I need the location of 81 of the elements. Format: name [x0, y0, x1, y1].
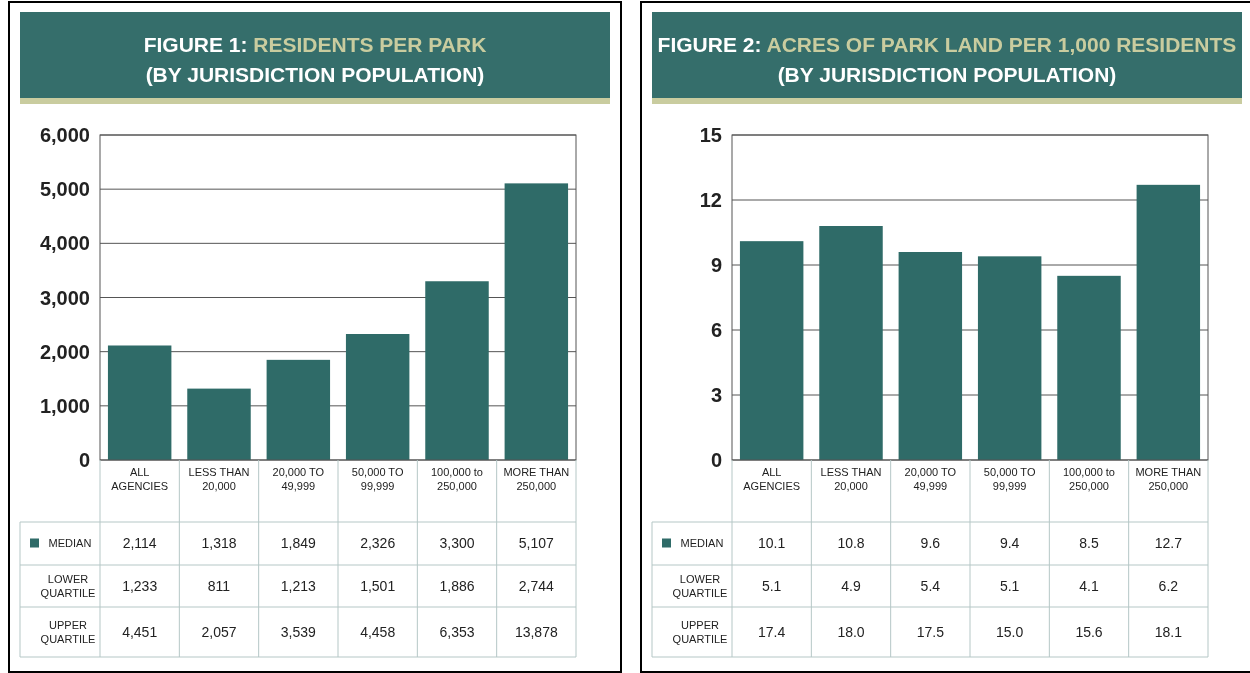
- x-tick-label: 50,000 TO 99,999: [983, 466, 1036, 492]
- text: 3,539: [280, 623, 317, 640]
- x-tick-label: 20,000 TO 49,999: [272, 466, 325, 492]
- data-label: 3,300: [439, 535, 475, 552]
- bar: [504, 183, 569, 460]
- text: 2,057: [201, 623, 237, 640]
- y-tick-label: 5,000: [39, 178, 90, 201]
- text: 1,233: [122, 577, 158, 594]
- text: UPPER QUARTILE: [672, 618, 728, 645]
- bar: [187, 388, 251, 460]
- data-label: 10.1: [758, 535, 786, 552]
- bar: [977, 256, 1042, 460]
- y-tick-label: 9: [710, 254, 722, 276]
- x-tick-label: ALL AGENCIES: [743, 466, 801, 492]
- bar: [739, 241, 804, 460]
- bar: [345, 334, 410, 460]
- x-tick-label: MORE THAN 250,000: [503, 466, 570, 492]
- x-tick-label: 50,000 TO 99,999: [351, 466, 404, 492]
- text: 5.1: [999, 577, 1020, 594]
- text: 15.6: [1075, 623, 1103, 640]
- text: 13,878: [514, 623, 558, 640]
- x-tick-label: LESS THAN 20,000: [820, 466, 882, 492]
- x-tick-label: LESS THAN 20,000: [188, 466, 250, 492]
- y-tick-label: 3,000: [39, 286, 90, 309]
- y-tick-label: 2,000: [39, 340, 90, 363]
- data-label: 1,849: [280, 535, 317, 552]
- text: 17.4: [758, 623, 786, 640]
- x-tick-label: 100,000 to 250,000: [431, 466, 483, 492]
- x-tick-label: MORE THAN 250,000: [1135, 466, 1202, 492]
- y-tick-label: 6: [710, 319, 722, 341]
- y-tick-label: 12: [699, 189, 722, 211]
- text: 5.4: [920, 577, 941, 594]
- text: 4,451: [122, 623, 158, 640]
- bar: [819, 226, 883, 460]
- text: 811: [207, 577, 231, 594]
- bar: [266, 359, 331, 460]
- text: 4.9: [841, 577, 861, 594]
- text: 18.1: [1154, 623, 1183, 640]
- bar: [107, 345, 172, 460]
- text: 4.1: [1079, 577, 1099, 594]
- text: LOWER QUARTILE: [40, 572, 96, 599]
- data-label: 1,318: [201, 535, 237, 552]
- bar: [1136, 184, 1201, 460]
- text: LOWER QUARTILE: [672, 572, 728, 599]
- x-tick-label: 100,000 to 250,000: [1063, 466, 1115, 492]
- text: 17.5: [916, 623, 945, 640]
- text: 18.0: [837, 623, 865, 640]
- data-label: 9.6: [920, 535, 941, 552]
- chart-title: FIGURE 2: ACRES OF PARK LAND PER 1,000 RESIDENTS (BY JURISDICTION POPULATION): [657, 33, 1237, 86]
- data-label: 2,114: [122, 535, 157, 552]
- bar: [425, 281, 489, 460]
- y-tick-label: 3: [710, 384, 722, 406]
- text: 5.1: [761, 577, 782, 594]
- legend-label: MEDIAN: [48, 537, 92, 550]
- data-label: 12.7: [1154, 535, 1183, 552]
- y-tick-label: 15: [699, 124, 722, 146]
- data-label: 5,107: [518, 535, 555, 552]
- text: 6.2: [1158, 577, 1179, 594]
- x-tick-label: 20,000 TO 49,999: [904, 466, 957, 492]
- x-tick-label: ALL AGENCIES: [111, 466, 169, 492]
- data-label: 9.4: [999, 535, 1020, 552]
- y-tick-label: 1,000: [39, 394, 90, 417]
- text: 1,213: [280, 577, 317, 594]
- y-tick-label: 0: [710, 449, 722, 471]
- text: 15.0: [996, 623, 1024, 640]
- text: 4,458: [360, 623, 396, 640]
- bar: [898, 252, 963, 460]
- data-label: 8.5: [1079, 535, 1099, 552]
- bar: [1057, 275, 1121, 460]
- y-tick-label: 4,000: [39, 232, 90, 255]
- data-label: 10.8: [837, 535, 865, 552]
- y-tick-label: 6,000: [39, 124, 90, 146]
- text: 1,886: [439, 577, 475, 594]
- y-tick-label: 0: [78, 449, 90, 471]
- text: 6,353: [439, 623, 475, 640]
- data-label: 2,326: [360, 535, 396, 552]
- text: 2,744: [518, 577, 555, 594]
- text: 1,501: [360, 577, 396, 594]
- text: UPPER QUARTILE: [40, 618, 96, 645]
- chart-title: FIGURE 1: RESIDENTS PER PARK (BY JURISDICTION POPULATION): [143, 33, 487, 86]
- legend-label: MEDIAN: [680, 537, 724, 550]
